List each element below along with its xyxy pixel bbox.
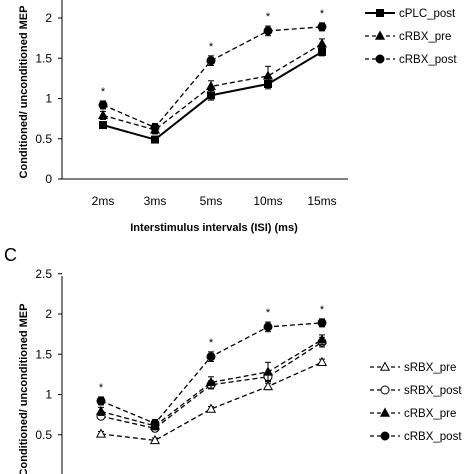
panel-c-significance-star: *: [266, 307, 271, 319]
panel-b-x-axis-label: Interstimulus intervals (ISI) (ms): [130, 222, 298, 234]
panel-b-data-point: [150, 122, 160, 132]
panel-b-data-point: [317, 22, 327, 32]
panel-b-legend-marker: [376, 9, 384, 17]
panel-c-data-point: [206, 352, 216, 362]
panel-b-x-tick-label: 10ms: [253, 194, 282, 208]
panel-b-series-line: [102, 26, 323, 129]
panel-c-legend-item: cRBX_post: [370, 431, 462, 443]
panel-c-legend-marker: [379, 407, 391, 417]
panel-b-legend: cPLC_post cRBX_pre cRBX_post: [365, 8, 457, 66]
panel-c-y-tick-label: 2: [45, 307, 52, 321]
panel-b-data-point: [98, 100, 108, 110]
panel-b-y-tick-label: 0: [45, 172, 52, 186]
panel-c-series-cRBX_post: [96, 318, 327, 429]
panel-c-legend-label: cRBX_post: [404, 431, 462, 443]
panel-c-significance: * * * *: [99, 304, 325, 394]
panel-b-significance-star: *: [320, 8, 325, 20]
panel-c-significance-star: *: [99, 382, 104, 394]
panel-c-significance-star: *: [320, 304, 325, 316]
panel-c-data-point: [263, 322, 273, 332]
panel-b-data-point: [99, 121, 107, 130]
panel-c-letter: C: [4, 245, 17, 265]
panel-c-y-tick-label: 1.5: [35, 347, 52, 361]
panel-c-y-tick-label: 0.5: [35, 428, 52, 442]
panel-c-y-tick-label: 1: [45, 388, 52, 402]
panel-b-data-point: [316, 38, 328, 48]
panel-b-chart: 0 0.5 1 1.5 2 2ms 3ms 5ms 10ms 15ms * * * * Conditi…: [18, 0, 457, 234]
panel-b-x-tick-label: 2ms: [92, 194, 115, 208]
panel-b-data-point: [207, 91, 215, 100]
panel-c-legend-marker: [380, 385, 390, 395]
panel-b-legend-label: cRBX_pre: [399, 31, 451, 43]
panel-b-legend-item: cRBX_pre: [365, 30, 451, 43]
panel-c-data-point: [316, 334, 328, 344]
panel-c-data-point: [317, 318, 327, 328]
panel-b-significance: * * * *: [101, 8, 325, 98]
panel-c-chart: C 0.5 1 1.5 2 2.5 * * * * Conditioned/ uncondit…: [4, 245, 462, 474]
panel-b-x-ticks: 2ms 3ms 5ms 10ms 15ms: [92, 194, 337, 208]
panel-b-x-tick-label: 15ms: [307, 194, 336, 208]
panel-b-legend-item: cRBX_post: [365, 54, 457, 66]
panel-b-data-point: [151, 135, 159, 144]
panel-c-data-point: [95, 428, 107, 438]
panel-c-series-line: [100, 361, 323, 442]
panel-c-y-ticks: 0.5 1 1.5 2 2.5: [35, 267, 62, 442]
panel-c-data-point: [150, 418, 160, 428]
panel-c-series-line: [100, 341, 323, 430]
panel-b-data-point: [262, 70, 274, 80]
panel-c-legend-label: cRBX_pre: [404, 408, 456, 420]
panel-b-x-tick-label: 3ms: [144, 194, 167, 208]
panel-b-data-point: [206, 56, 216, 66]
panel-c-data-point: [262, 366, 274, 376]
panel-b-significance-star: *: [101, 86, 106, 98]
panel-b-legend-label: cRBX_post: [399, 54, 457, 66]
panel-c-data-point: [205, 403, 217, 413]
panel-c-data-point: [205, 376, 217, 387]
panel-c-legend-item: cRBX_pre: [370, 407, 456, 420]
panel-c-data-point: [316, 356, 328, 366]
panel-c-significance-star: *: [209, 337, 214, 349]
panel-b-data-point: [263, 26, 273, 36]
panel-b-series: [97, 22, 328, 144]
panel-c-data-point: [149, 434, 161, 445]
panel-b-y-ticks: 0 0.5 1 1.5 2: [35, 11, 62, 186]
panel-b-x-tick-label: 5ms: [200, 194, 223, 208]
panel-c-legend-marker: [379, 361, 391, 371]
panel-b-data-point: [318, 47, 326, 56]
panel-c-y-axis-label: Conditioned/ unconditioned MEP: [18, 304, 30, 474]
panel-b-data-point: [205, 80, 217, 91]
panel-b-y-tick-label: 1: [45, 92, 52, 106]
panel-c-legend-item: sRBX_post: [370, 385, 462, 397]
panel-c-legend-item: sRBX_pre: [370, 361, 456, 374]
panel-b-legend-marker: [375, 54, 385, 64]
panel-b-significance-star: *: [266, 11, 271, 23]
panel-c-series: [95, 318, 328, 445]
panel-c-legend-label: sRBX_post: [404, 385, 462, 397]
panel-c-data-point: [262, 380, 274, 391]
panel-b-y-tick-label: 1.5: [35, 51, 52, 65]
panel-b-legend-label: cPLC_post: [399, 8, 456, 20]
panel-b-y-tick-label: 2: [45, 11, 52, 25]
panel-c-y-tick-label: 2.5: [35, 267, 52, 281]
panel-c-data-point: [96, 396, 106, 406]
panel-b-series-cRBX_post: [98, 22, 327, 133]
panel-c-series-cRBX_pre: [95, 334, 328, 431]
panel-c-series-sRBX_pre: [95, 356, 328, 445]
panel-b-significance-star: *: [209, 41, 214, 53]
panel-c-legend-label: sRBX_pre: [404, 362, 456, 374]
panel-c-legend: sRBX_pre sRBX_post cRBX_pre cRBX_post: [370, 361, 462, 443]
panel-b-data-point: [97, 109, 109, 120]
panel-c-legend-marker: [380, 431, 390, 441]
panel-b-y-tick-label: 0.5: [35, 132, 52, 146]
panel-c-data-point: [95, 405, 107, 416]
panel-b-legend-item: cPLC_post: [365, 8, 456, 20]
panel-b-series-cRBX_pre: [97, 38, 328, 135]
panel-b-y-axis-label: Conditioned/ unconditioned MEP: [18, 6, 30, 179]
panel-b-legend-marker: [374, 30, 386, 40]
